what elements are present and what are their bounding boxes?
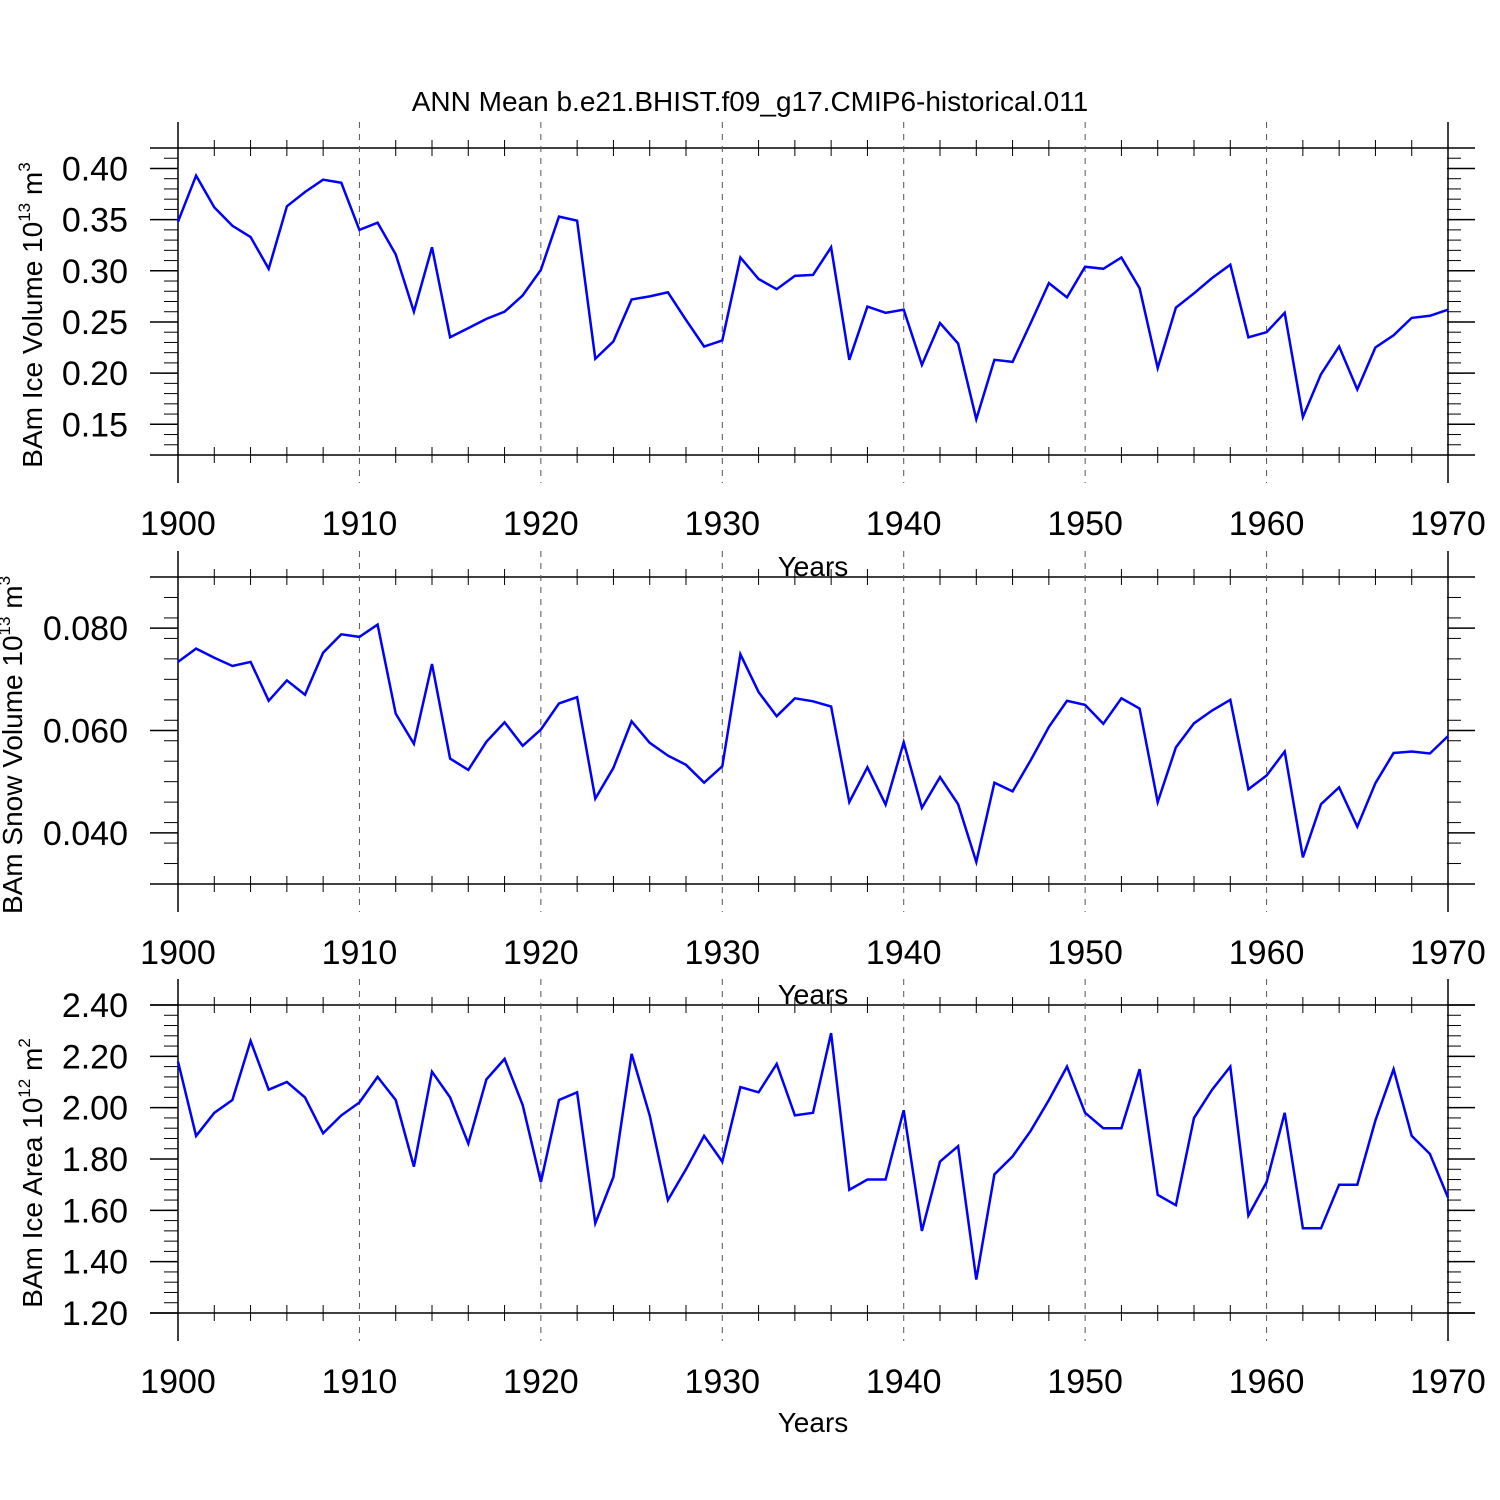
series-line — [176, 1032, 1450, 1280]
x-tick-label: 1950 — [1047, 505, 1123, 543]
x-tick-label: 1900 — [140, 1363, 216, 1401]
snow-volume-panel: 1900 1910 1920 1930 1940 1950 1960 1970 0.040 0.0… — [0, 551, 1486, 1010]
y-tick-label: 2.40 — [62, 987, 128, 1025]
y-tick-label: 2.20 — [62, 1038, 128, 1076]
y-tick-label: 2.00 — [62, 1090, 128, 1128]
y-axis-label: BAm Ice Volume 1013 m3 — [15, 162, 48, 467]
y-tick-label: 0.35 — [62, 202, 128, 240]
y-tick-label: 0.30 — [62, 253, 128, 291]
y-tick-label: 1.40 — [62, 1244, 128, 1282]
y-tick-label: 0.20 — [62, 355, 128, 393]
y-axis-label-unit-exponent: 2 — [15, 1038, 34, 1047]
y-axis-label-exponent: 13 — [0, 617, 14, 636]
y-tick-label: 1.60 — [62, 1192, 128, 1230]
x-axis-label: Years — [778, 1407, 849, 1438]
x-tick-label: 1920 — [503, 934, 579, 972]
ice-area-panel: 1900 1910 1920 1930 1940 1950 1960 1970 1.20 1.40… — [15, 979, 1486, 1438]
x-tick-label: 1930 — [684, 505, 760, 543]
y-axis-label: BAm Snow Volume 1013 m3 — [0, 576, 28, 914]
x-tick-label: 1900 — [140, 934, 216, 972]
x-tick-label: 1910 — [322, 934, 398, 972]
y-tick-label: 0.40 — [62, 150, 128, 188]
x-tick-label: 1900 — [140, 505, 216, 543]
x-tick-label: 1960 — [1229, 934, 1305, 972]
x-tick-label: 1910 — [322, 505, 398, 543]
y-tick-label: 0.040 — [43, 815, 128, 853]
x-tick-label: 1950 — [1047, 1363, 1123, 1401]
x-tick-label: 1950 — [1047, 934, 1123, 972]
y-tick-label: 0.25 — [62, 304, 128, 342]
y-axis-label-unit: m — [0, 585, 28, 616]
y-axis-label-unit: m — [17, 1048, 48, 1079]
y-axis-label-exponent: 12 — [15, 1079, 34, 1098]
y-axis-label-text: BAm Ice Volume 10 — [17, 222, 48, 468]
series-line — [177, 622, 1449, 867]
y-axis-label-unit-exponent: 3 — [0, 576, 14, 585]
x-tick-label: 1970 — [1410, 1363, 1486, 1401]
y-tick-label: 1.80 — [62, 1141, 128, 1179]
x-tick-label: 1970 — [1410, 934, 1486, 972]
y-axis-label-unit-exponent: 3 — [15, 162, 34, 171]
x-tick-label: 1930 — [684, 934, 760, 972]
y-axis-label-text: BAm Snow Volume 10 — [0, 635, 28, 914]
x-tick-label: 1970 — [1410, 505, 1486, 543]
x-tick-label: 1920 — [503, 505, 579, 543]
x-tick-label: 1940 — [866, 934, 942, 972]
y-axis-label-exponent: 13 — [15, 203, 34, 222]
figure-title: ANN Mean b.e21.BHIST.f09_g17.CMIP6-histo… — [411, 86, 1089, 117]
y-tick-label: 1.20 — [62, 1295, 128, 1333]
y-axis-label-text: BAm Ice Area 10 — [17, 1098, 48, 1308]
y-tick-label: 0.060 — [43, 713, 128, 751]
x-tick-label: 1930 — [684, 1363, 760, 1401]
x-tick-label: 1960 — [1229, 505, 1305, 543]
x-tick-label: 1940 — [866, 505, 942, 543]
x-tick-label: 1920 — [503, 1363, 579, 1401]
x-tick-label: 1910 — [322, 1363, 398, 1401]
y-tick-label: 0.15 — [62, 406, 128, 444]
y-axis-label: BAm Ice Area 1012 m2 — [15, 1038, 48, 1308]
series-line — [176, 172, 1449, 424]
x-tick-label: 1960 — [1229, 1363, 1305, 1401]
x-tick-label: 1940 — [866, 1363, 942, 1401]
y-tick-label: 0.080 — [43, 610, 128, 648]
y-axis-label-unit: m — [17, 172, 48, 203]
ice-volume-panel: 1900 1910 1920 1930 1940 1950 1960 1970 0.15 0.20… — [15, 122, 1486, 582]
